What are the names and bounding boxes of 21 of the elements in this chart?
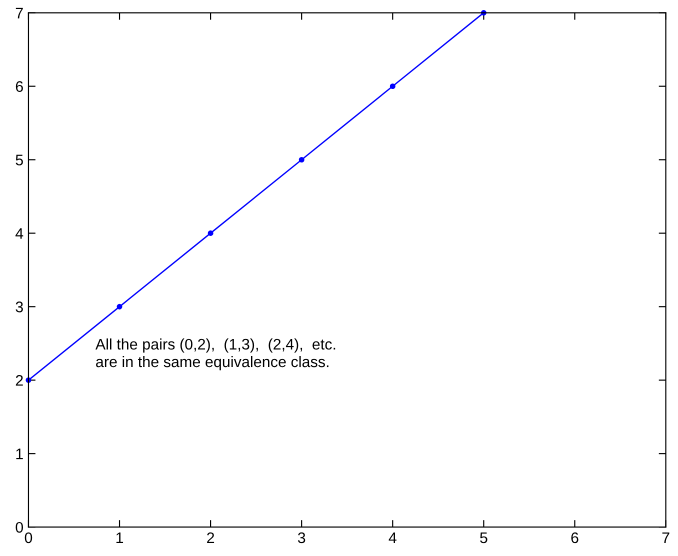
y-tick-label: 2 xyxy=(16,375,23,386)
x-tick-label: 0 xyxy=(24,532,32,544)
annotation: All the pairs (0,2), (1,3), (2,4), etc. are in the same equivalence class. xyxy=(95,338,336,370)
x-tick-label: 6 xyxy=(571,532,578,544)
y-tick-label: 7 xyxy=(16,8,23,18)
point xyxy=(298,156,304,163)
point xyxy=(208,230,214,236)
x-tick-label: 3 xyxy=(298,532,306,544)
y-tick-label: 5 xyxy=(16,154,23,166)
x-tick-label: 5 xyxy=(480,532,488,544)
point xyxy=(116,304,122,310)
x-tick-label: 1 xyxy=(116,532,124,544)
y-tick-label: 1 xyxy=(16,448,23,460)
x-tick-label: 4 xyxy=(388,532,396,544)
x-tick-label: 2 xyxy=(207,532,214,544)
y-tick-label: 4 xyxy=(15,228,24,239)
x-tick-label: 7 xyxy=(662,532,670,544)
y-tick-label: 6 xyxy=(16,81,23,92)
point xyxy=(390,83,396,90)
y-tick-label: 3 xyxy=(16,302,23,312)
y-tick-label: 0 xyxy=(16,522,24,533)
